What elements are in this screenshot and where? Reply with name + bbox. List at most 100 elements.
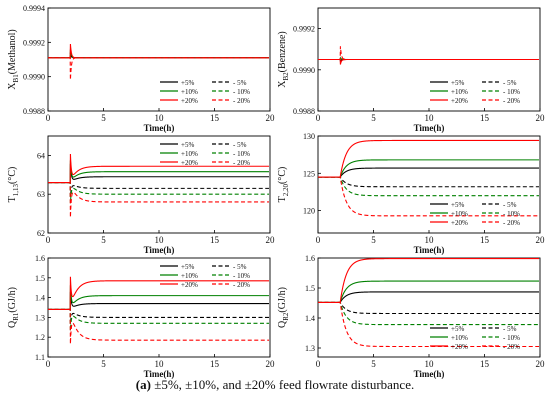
- legend-label: +20%: [181, 97, 198, 105]
- series-line-5: [48, 153, 269, 184]
- legend-label: +5%: [181, 141, 194, 149]
- series-line-5: [318, 258, 539, 303]
- x-tick-label: 0: [46, 359, 51, 369]
- x-tick-label: 15: [210, 359, 220, 369]
- x-tick-label: 10: [425, 113, 435, 123]
- series-line-6: [318, 46, 539, 61]
- legend-label: +20%: [451, 343, 468, 351]
- series-line-6: [318, 301, 539, 348]
- legend-label: - 10%: [233, 272, 250, 280]
- x-tick-label: 20: [266, 359, 276, 369]
- legend: +5% - 5% +10% - 10% +20% - 20%: [430, 201, 520, 227]
- x-tick-label: 15: [480, 359, 490, 369]
- y-tick-label: 1.3: [35, 313, 45, 322]
- y-tick-label: 1.6: [305, 254, 315, 263]
- legend-label: - 10%: [233, 150, 250, 158]
- x-axis-label: Time(h): [414, 245, 445, 255]
- x-axis-label: Time(h): [414, 369, 445, 379]
- series-line-2: [318, 301, 539, 315]
- caption-text: ±5%, ±10%, and ±20% feed flowrate distur…: [150, 377, 415, 392]
- series-line-6: [48, 308, 269, 344]
- x-axis-label: Time(h): [144, 369, 175, 379]
- series-line-4: [48, 308, 269, 331]
- series-line-3: [48, 160, 269, 184]
- legend: +5% - 5% +10% - 10% +20% - 20%: [430, 79, 520, 105]
- y-tick-label: 1.6: [35, 254, 45, 263]
- series-line-1: [48, 163, 269, 184]
- y-tick-label: 1.4: [305, 314, 315, 323]
- y-tick-label: 1.4: [35, 294, 45, 303]
- legend-label: - 10%: [233, 88, 250, 96]
- x-tick-label: 0: [316, 359, 321, 369]
- legend: +5% - 5% +10% - 10% +20% - 20%: [160, 263, 250, 289]
- legend-label: - 5%: [233, 79, 247, 87]
- chart-panel-2: 0 5 10 15 20 0.9988 0.9990 0.9992 Time(h) XB2(Ben…: [277, 7, 546, 133]
- x-tick-label: 10: [155, 113, 165, 123]
- legend-label: +20%: [181, 281, 198, 289]
- x-tick-label: 10: [425, 359, 435, 369]
- series-line-2: [48, 53, 269, 59]
- x-tick-label: 15: [210, 113, 220, 123]
- x-tick-label: 5: [371, 359, 376, 369]
- x-tick-label: 20: [536, 359, 546, 369]
- y-tick-label: 1.5: [35, 274, 45, 283]
- chart-panel-1: 0 5 10 15 20 0.9988 0.9990 0.9992 0.9994 Time(h) X…: [7, 4, 275, 133]
- legend-label: +10%: [181, 272, 198, 280]
- legend-label: +5%: [451, 201, 464, 209]
- legend-label: - 10%: [503, 334, 520, 342]
- series-line-1: [318, 167, 539, 178]
- y-axis-label: XB2(Benzene): [277, 31, 290, 88]
- legend-label: +20%: [451, 219, 468, 227]
- series-line-2: [48, 182, 269, 197]
- y-tick-label: 0.9992: [23, 38, 45, 47]
- legend-label: - 5%: [503, 79, 517, 87]
- x-tick-label: 10: [425, 235, 435, 245]
- legend-label: - 20%: [503, 219, 520, 227]
- series-line-2: [318, 176, 539, 188]
- legend-label: +5%: [181, 263, 194, 271]
- chart-panel-3: 0 5 10 15 20 62 63 64 Time(h) T1,13(°C) +5% - 5% +10…: [7, 135, 275, 255]
- y-axis-label: T1,13(°C): [7, 167, 20, 203]
- y-axis-label: XB1(Methanol): [7, 29, 20, 89]
- legend-label: +5%: [451, 325, 464, 333]
- legend-label: - 10%: [503, 88, 520, 96]
- chart-panel-5: 0 5 10 15 20 1.1 1.2 1.3 1.4 1.5 1.6 Time(h) QR1(GJ/…: [7, 254, 275, 379]
- legend-label: - 5%: [503, 201, 517, 209]
- legend-label: +10%: [451, 210, 468, 218]
- x-tick-label: 15: [480, 235, 490, 245]
- x-axis-label: Time(h): [144, 245, 175, 255]
- y-axis-label: QR1(GJ/h): [7, 287, 20, 328]
- legend-label: +10%: [181, 150, 198, 158]
- x-tick-label: 20: [536, 113, 546, 123]
- legend-label: - 20%: [233, 159, 250, 167]
- y-axis-label: QR2(GJ/h): [277, 287, 290, 328]
- y-tick-label: 120: [303, 207, 315, 216]
- series-line-6: [48, 182, 269, 218]
- legend-label: - 5%: [503, 325, 517, 333]
- series-line-5: [318, 58, 539, 65]
- series-line-6: [48, 57, 269, 80]
- y-tick-label: 1.1: [35, 353, 45, 362]
- y-tick-label: 63: [37, 190, 45, 199]
- series-line-5: [318, 139, 539, 178]
- y-tick-label: 0.9990: [293, 66, 315, 75]
- series-line-1: [318, 291, 539, 303]
- x-tick-label: 10: [155, 359, 165, 369]
- x-axis-label: Time(h): [144, 123, 175, 133]
- legend: +5% - 5% +10% - 10% +20% - 20%: [160, 79, 250, 105]
- x-tick-label: 0: [316, 113, 321, 123]
- y-axis-label: T2,20(°C): [277, 167, 290, 203]
- y-tick-label: 0.9988: [293, 107, 315, 116]
- legend-label: - 10%: [503, 210, 520, 218]
- x-tick-label: 5: [371, 113, 376, 123]
- legend-label: - 20%: [233, 281, 250, 289]
- y-tick-label: 125: [303, 169, 315, 178]
- series-line-3: [48, 285, 269, 311]
- series-line-1: [48, 291, 269, 311]
- series-line-4: [48, 52, 269, 59]
- legend-label: +10%: [181, 88, 198, 96]
- y-tick-label: 1.2: [35, 333, 45, 342]
- series-line-4: [318, 176, 539, 197]
- series-line-3: [48, 49, 269, 59]
